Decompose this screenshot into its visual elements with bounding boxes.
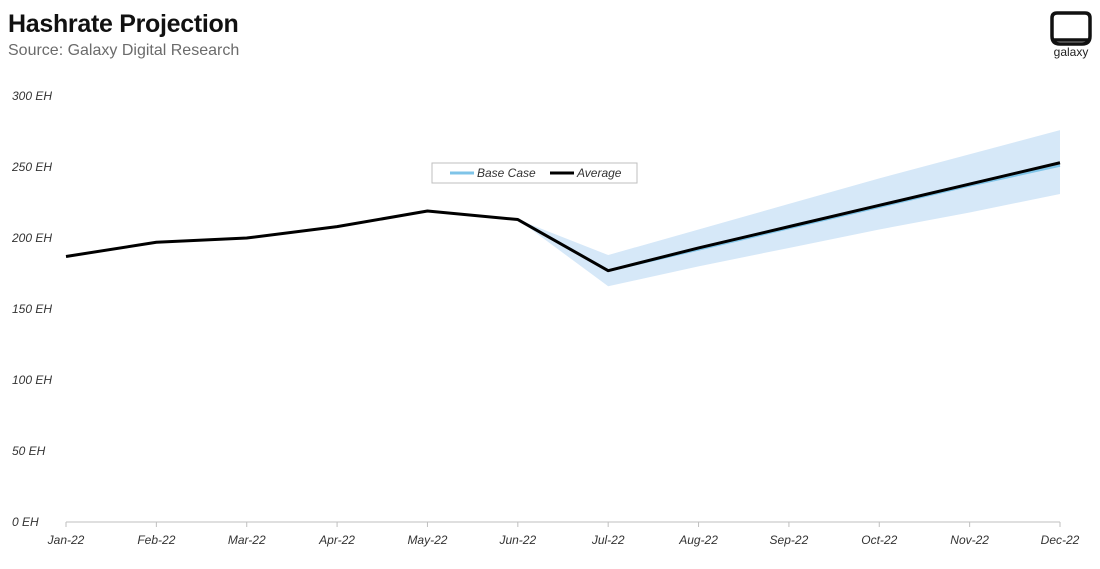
chart-subtitle: Source: Galaxy Digital Research bbox=[8, 42, 240, 59]
series-layer bbox=[65, 161, 1061, 273]
y-tick-label: 0 EH bbox=[12, 515, 39, 529]
x-tick-label: Jun-22 bbox=[498, 533, 536, 547]
y-tick-label: 250 EH bbox=[11, 160, 52, 174]
y-tick-label: 200 EH bbox=[11, 231, 52, 245]
legend: Base Case Average bbox=[431, 162, 638, 184]
x-tick-label: Mar-22 bbox=[228, 533, 266, 547]
y-tick-label: 150 EH bbox=[12, 302, 52, 316]
logo-text: galaxy bbox=[1053, 45, 1089, 59]
y-tick-label: 100 EH bbox=[12, 373, 52, 387]
axis-layer: Jan-22 Feb-22 Mar-22 Apr-22 May-22 Jun-22 Jul-… bbox=[11, 89, 1080, 547]
x-tick-label: May-22 bbox=[407, 533, 447, 547]
galaxy-logo-icon bbox=[1050, 11, 1092, 46]
y-tick-label: 50 EH bbox=[12, 444, 46, 458]
series-line-average bbox=[65, 161, 1061, 273]
chart-title: Hashrate Projection bbox=[8, 10, 239, 38]
x-tick-label: Dec-22 bbox=[1041, 533, 1080, 547]
x-tick-label: Feb-22 bbox=[137, 533, 175, 547]
x-tick-label: Aug-22 bbox=[678, 533, 718, 547]
legend-label: Average bbox=[576, 166, 622, 180]
x-tick-label: Nov-22 bbox=[950, 533, 989, 547]
projection-range-band bbox=[517, 130, 1060, 287]
x-tick-label: Jan-22 bbox=[47, 533, 85, 547]
x-tick-label: Oct-22 bbox=[861, 533, 897, 547]
projection-band-layer bbox=[517, 130, 1060, 287]
y-tick-label: 300 EH bbox=[12, 89, 52, 103]
legend-label: Base Case bbox=[477, 166, 536, 180]
x-tick-label: Apr-22 bbox=[318, 533, 355, 547]
legend-box bbox=[431, 162, 638, 184]
x-tick-label: Sep-22 bbox=[770, 533, 809, 547]
x-tick-label: Jul-22 bbox=[591, 533, 625, 547]
